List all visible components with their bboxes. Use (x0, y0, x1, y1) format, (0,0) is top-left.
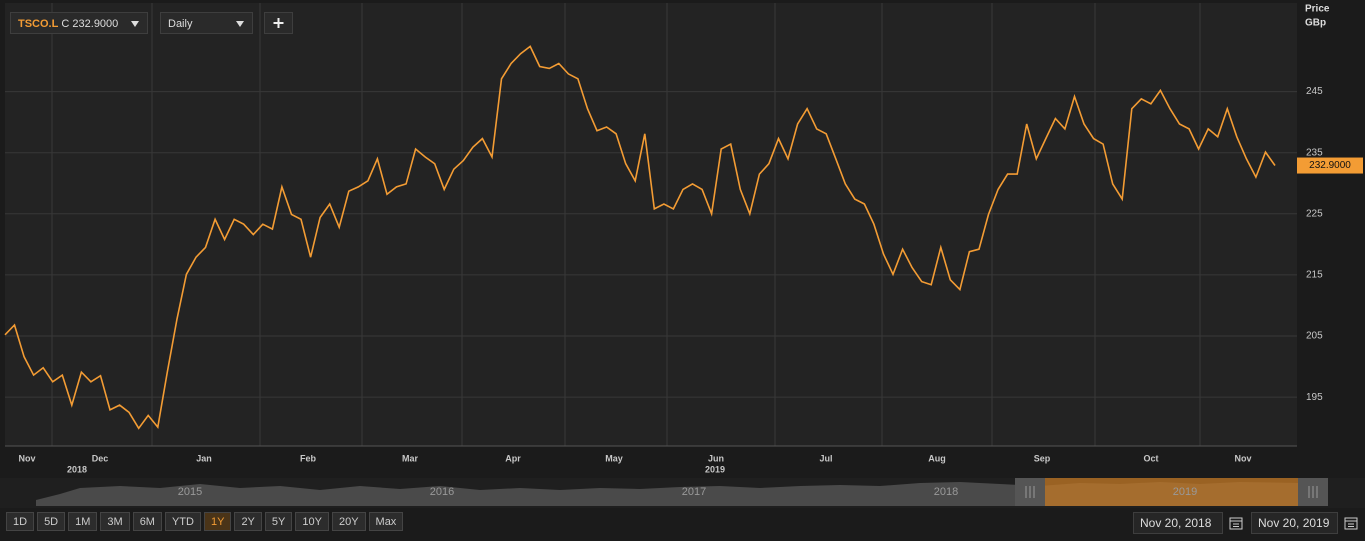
range-button[interactable]: 10Y (295, 512, 329, 531)
x-tick-label: Jun (708, 453, 724, 463)
range-button[interactable]: 5Y (264, 512, 293, 531)
navigator-year: 2016 (430, 486, 454, 498)
x-tick-label: Nov (1234, 453, 1251, 463)
navigator-year: 2019 (1173, 486, 1197, 498)
time-grid (51, 3, 1201, 446)
x-tick-label: May (605, 453, 623, 463)
x-tick-label: Dec (92, 453, 109, 463)
range-button[interactable]: 2Y (234, 512, 262, 531)
calendar-icon[interactable] (1229, 516, 1243, 530)
plus-icon (273, 18, 284, 28)
range-button[interactable]: 6M (132, 512, 162, 531)
close-price: C 232.9000 (61, 18, 119, 30)
year-label: 2018 (67, 464, 87, 474)
y-tick-label: 235 (1306, 147, 1323, 158)
date-to[interactable]: Nov 20, 2019 (1251, 512, 1338, 534)
interval: Daily (168, 18, 193, 30)
y-tick-label: 215 (1306, 270, 1323, 281)
navigator-year: 2015 (178, 486, 202, 498)
price-line (4, 45, 1276, 430)
range-button[interactable]: Max (368, 512, 404, 531)
x-tick-label: Mar (402, 453, 419, 463)
add-button[interactable] (264, 12, 293, 34)
navigator-year: 2017 (682, 486, 706, 498)
y-axis-title: Price (1305, 4, 1330, 15)
x-tick-label: Apr (505, 453, 521, 463)
range-button[interactable]: YTD (164, 512, 201, 531)
navigator-selection[interactable] (1045, 478, 1298, 506)
dropdown-arrow (131, 21, 139, 27)
y-tick-label: 225 (1306, 208, 1323, 219)
y-tick-label: 195 (1306, 392, 1323, 403)
x-tick-label: Aug (928, 453, 946, 463)
dropdown-arrow (236, 21, 244, 27)
range-button[interactable]: 1D (6, 512, 35, 531)
year-label: 2019 (705, 464, 725, 474)
symbol-select[interactable]: TSCO.L C 232.9000 (10, 12, 148, 34)
x-tick-label: Feb (300, 453, 317, 463)
last-price-label: 232.9000 (1309, 160, 1351, 171)
range-buttons: 1D 5D 1M 3M 6M YTD 1Y 2Y 5Y 10Y 20Y Max (6, 512, 404, 531)
x-tick-label: Jul (819, 453, 832, 463)
y-tick-label: 245 (1306, 86, 1323, 97)
y-axis-unit: GBp (1305, 18, 1326, 29)
range-button[interactable]: 1Y (203, 512, 232, 531)
range-button[interactable]: 20Y (331, 512, 366, 531)
date-from[interactable]: Nov 20, 2018 (1133, 512, 1223, 534)
navigator-year: 2018 (934, 486, 958, 498)
handle-grip (1025, 486, 1318, 498)
navigator-area (36, 482, 1298, 506)
y-tick-label: 205 (1306, 331, 1323, 342)
symbol: TSCO.L (18, 18, 59, 30)
x-tick-label: Jan (196, 453, 212, 463)
range-button[interactable]: 5D (37, 512, 66, 531)
plot-area (5, 3, 1297, 446)
x-tick-label: Oct (1143, 453, 1158, 463)
range-button[interactable]: 1M (68, 512, 98, 531)
x-tick-label: Sep (1034, 453, 1051, 463)
last-price-tag (1297, 157, 1363, 174)
calendar-icon[interactable] (1344, 516, 1358, 530)
interval-select[interactable]: Daily (160, 12, 253, 34)
x-tick-label: Nov (18, 453, 35, 463)
range-button[interactable]: 3M (100, 512, 130, 531)
